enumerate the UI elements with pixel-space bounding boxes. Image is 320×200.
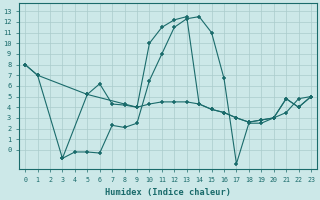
- X-axis label: Humidex (Indice chaleur): Humidex (Indice chaleur): [105, 188, 231, 197]
